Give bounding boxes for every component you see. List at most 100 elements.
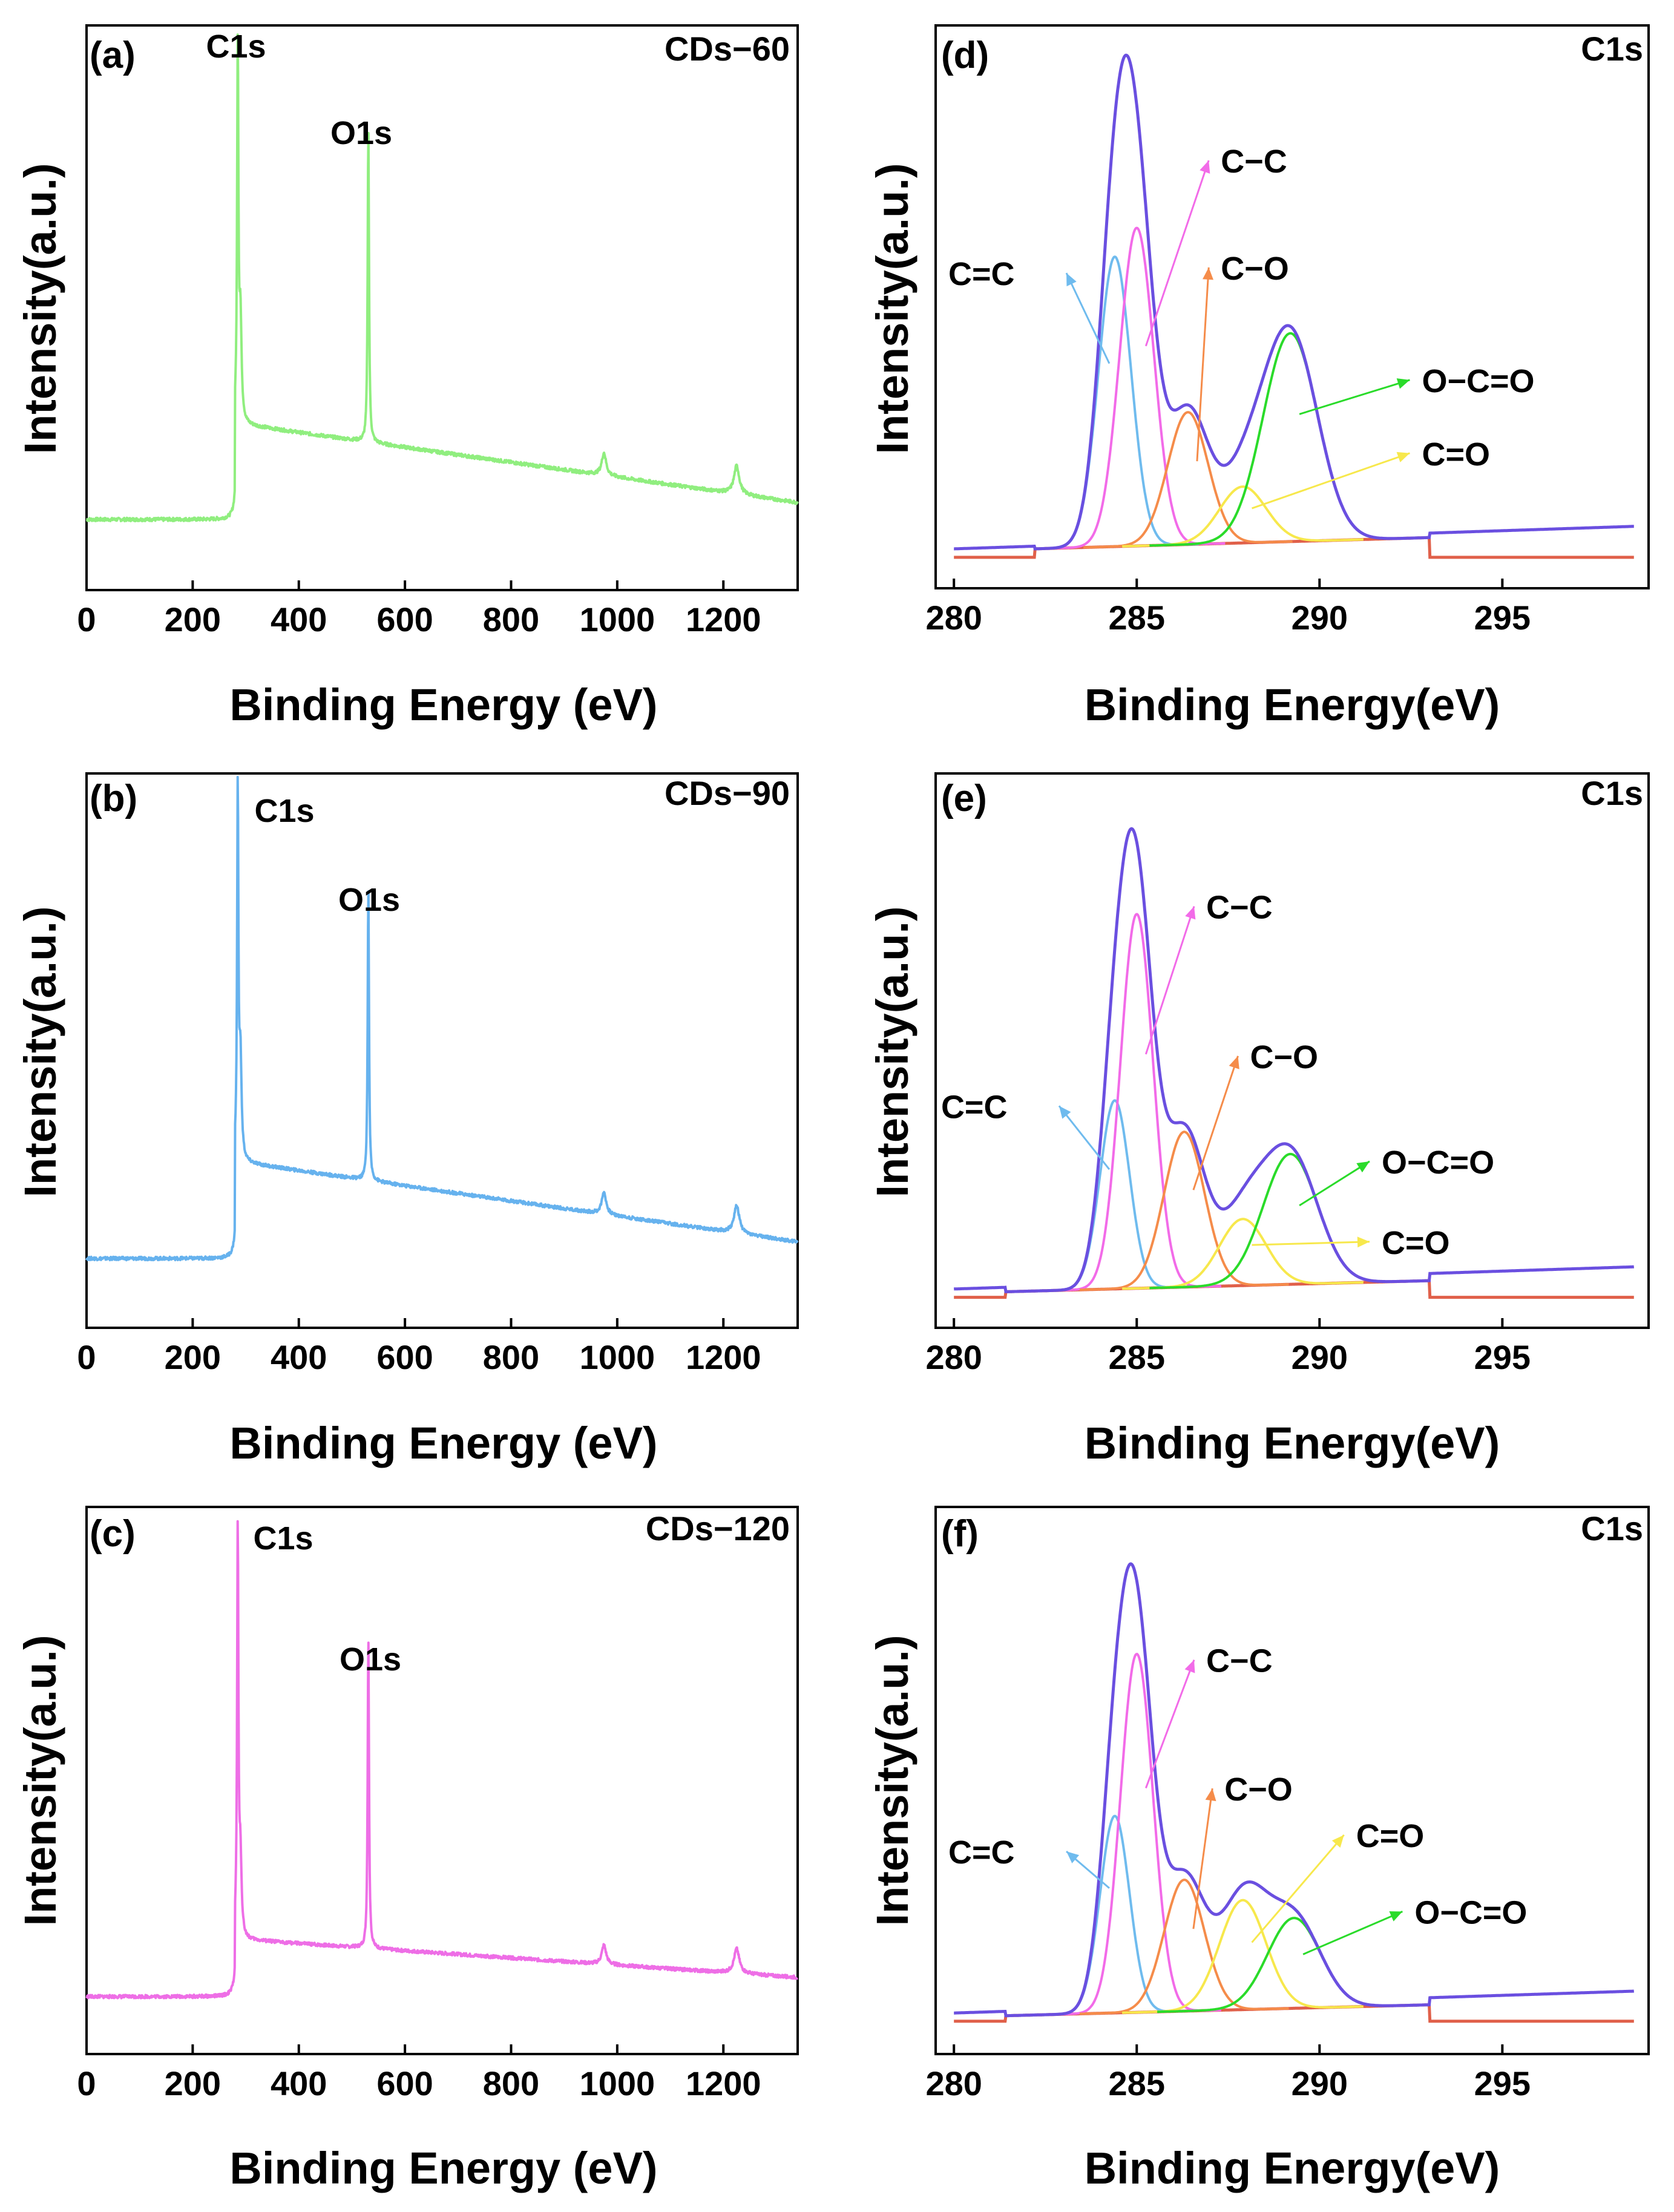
x-tick-label: 295 [1474,1338,1531,1376]
peak-label-c1s: C1s [253,1520,313,1557]
component-peak-line [1149,332,1429,547]
label-arrowhead [1396,378,1410,389]
x-tick-label: 600 [376,600,433,638]
spectrum-layer [85,776,799,1262]
x-tick-label: 400 [271,600,327,638]
component-peak-line [1080,1879,1289,2015]
x-tick-label: 290 [1292,599,1348,637]
label-arrow [1192,1788,1213,1929]
label-arrow [1299,379,1410,415]
y-axis-label: Intensity(a.u.) [867,163,917,454]
x-tick-label: 400 [271,1338,327,1376]
label-arrow [1299,1160,1370,1207]
label-arrowhead [1356,1161,1370,1173]
label-arrow [1058,1105,1111,1170]
y-axis-label: Intensity(a.u.) [15,163,65,454]
x-ticks: 0 200 400 600 800 1000 1200 [77,2044,761,2102]
survey-spectrum-line [85,33,799,523]
fit-layer: C=C C−C C−O O−C=O C=O [948,53,1634,559]
component-label: C=C [941,1089,1008,1125]
label-arrowhead [1357,1236,1370,1248]
label-arrowhead [1331,1834,1344,1848]
x-tick-label: 1000 [580,2064,655,2102]
x-tick-label: 285 [1109,599,1165,637]
x-ticks: 0 200 400 600 800 1000 1200 [77,1318,761,1376]
x-ticks: 280 285 290 295 [925,2044,1531,2102]
survey-spectrum-line [85,1520,799,2000]
y-axis-label: Intensity(a.u.) [15,1635,65,1926]
plot-frame [934,1506,1650,2055]
x-axis-label: Binding Energy (eV) [229,1418,657,1468]
component-peak-line [1080,1131,1289,1291]
spectrum-layer [85,33,799,523]
label-arrow [1252,1241,1370,1246]
panel-label: (f) [941,1513,979,1555]
fit-layer: C=C C−C C−O C=O O−C=O [948,1562,1635,2023]
label-arrow [1065,272,1111,364]
label-arrow [1302,1911,1403,1955]
label-arrowhead [1203,267,1213,280]
sample-label: CDs−60 [665,30,790,68]
y-axis-label: Intensity(a.u.) [867,906,917,1197]
x-tick-label: 600 [376,2064,433,2102]
component-label: C=O [1422,436,1490,473]
x-tick-label: 1200 [686,1338,761,1376]
panel-label: (c) [90,1513,136,1555]
x-tick-label: 1000 [580,600,655,638]
peak-label-c1s: C1s [254,793,314,829]
x-tick-label: 0 [77,1338,96,1376]
sample-label: CDs−90 [665,774,790,812]
panel-d-c1s-fit-cds-60: C=C C−C C−O O−C=O C=O 280 285 290 295 (d) C1s B… [867,24,1650,730]
peak-label-o1s: O1s [338,882,400,918]
core-level-label: C1s [1581,774,1643,812]
label-arrowhead [1389,1911,1403,1922]
panel-label: (e) [941,778,987,819]
x-tick-label: 0 [77,600,96,638]
survey-spectrum-line [85,776,799,1262]
y-axis-label: Intensity(a.u.) [867,1635,917,1926]
envelope-line [953,827,1635,1293]
x-tick-label: 295 [1474,599,1531,637]
x-axis-label: Binding Energy (eV) [229,680,657,730]
label-arrow [1144,160,1210,347]
x-axis-label: Binding Energy(eV) [1085,2143,1500,2193]
envelope-line [954,1562,1635,2018]
component-label: C−O [1224,1771,1293,1808]
label-arrowhead [1059,1106,1071,1119]
x-tick-label: 800 [483,1338,539,1376]
x-tick-label: 800 [483,2064,539,2102]
peak-label-o1s: O1s [330,115,392,151]
x-ticks: 0 200 400 600 800 1000 1200 [77,580,761,638]
component-label: O−C=O [1422,363,1534,399]
label-arrowhead [1205,1788,1216,1802]
sample-label: CDs−120 [646,1509,790,1547]
x-tick-label: 290 [1292,2064,1348,2102]
panel-label: (d) [941,34,989,76]
label-arrow [1144,906,1195,1055]
x-tick-label: 280 [925,1338,982,1376]
plot-frame [934,24,1650,589]
panel-a-survey-cds-60: 0 200 400 600 800 1000 1200 (a) CDs−60 C1s O1s… [15,24,799,730]
label-arrowhead [1066,273,1077,287]
component-peak-line [1034,255,1200,550]
x-tick-label: 285 [1109,2064,1165,2102]
label-arrowhead [1396,451,1410,462]
fit-layer: C=C C−C C−O O−C=O C=O [941,827,1635,1299]
panel-b-survey-cds-90: 0 200 400 600 800 1000 1200 (b) CDs−90 C1s O1s… [15,772,799,1468]
label-arrow [1144,1659,1195,1789]
component-peak-line [1048,226,1226,550]
x-axis-label: Binding Energy(eV) [1085,1418,1500,1468]
component-peak-line [1083,411,1293,549]
component-label: C−C [1221,143,1287,180]
plot-frame [934,772,1650,1329]
component-label: C−O [1250,1039,1319,1075]
label-arrowhead [1200,160,1210,174]
component-label: C−C [1206,890,1273,926]
component-label: C=C [948,1834,1015,1871]
label-arrow [1252,452,1410,510]
x-axis-label: Binding Energy(eV) [1085,680,1500,730]
x-tick-label: 800 [483,600,539,638]
x-tick-label: 200 [165,2064,221,2102]
x-tick-label: 295 [1474,2064,1531,2102]
